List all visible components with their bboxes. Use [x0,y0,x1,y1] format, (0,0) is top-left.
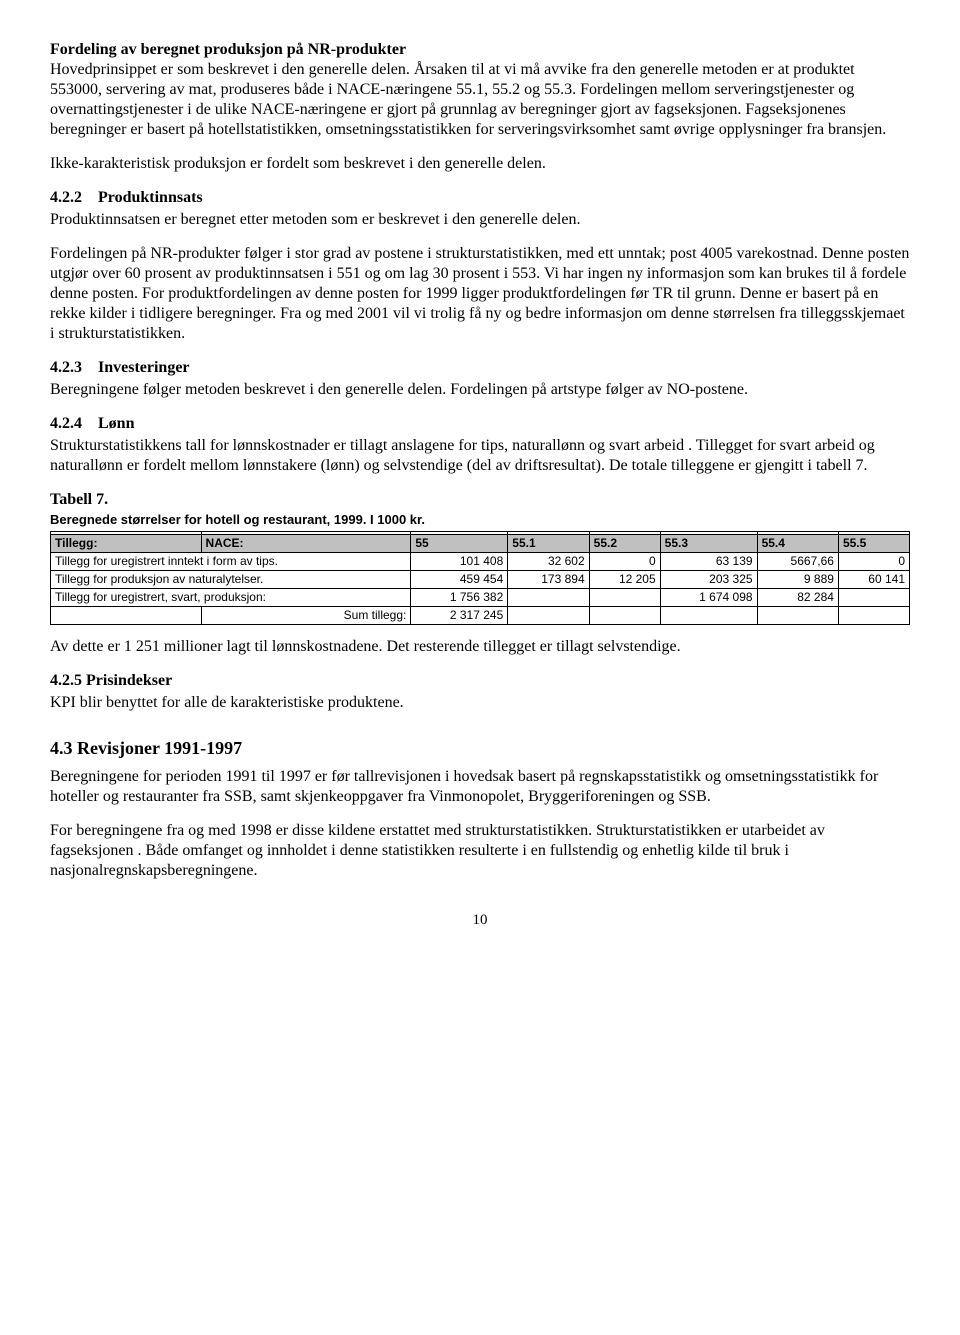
para-422-1: Produktinnsatsen er beregnet etter metod… [50,210,910,230]
heading-title-4-2-4: Lønn [98,415,134,432]
hdr-55: 55 [411,534,508,552]
sum-value: 2 317 245 [411,606,508,624]
para-424-1: Strukturstatistikkens tall for lønnskost… [50,436,910,476]
cell [508,588,589,606]
heading-title-4-2-2: Produktinnsats [98,189,203,206]
para-425-1: KPI blir benyttet for alle de karakteris… [50,693,910,713]
cell: 1 674 098 [660,588,757,606]
cell-empty [757,606,838,624]
hdr-55-3: 55.3 [660,534,757,552]
heading-num-4-2-2: 4.2.2 [50,189,82,206]
para-43-1: Beregningene for perioden 1991 til 1997 … [50,767,910,807]
cell: 5667,66 [757,552,838,570]
table-row: Tillegg for uregistrert inntekt i form a… [51,552,910,570]
cell: 82 284 [757,588,838,606]
row-label: Tillegg for produksjon av naturalytelser… [51,570,411,588]
cell-empty [589,606,660,624]
hdr-55-2: 55.2 [589,534,660,552]
cell: 63 139 [660,552,757,570]
cell-empty [51,606,202,624]
cell: 101 408 [411,552,508,570]
para-after-table: Av dette er 1 251 millioner lagt til løn… [50,637,910,657]
cell: 60 141 [838,570,909,588]
table-title: Beregnede størrelser for hotell og resta… [50,512,910,529]
cell: 0 [838,552,909,570]
table-header-row: Tillegg: NACE: 55 55.1 55.2 55.3 55.4 55… [51,534,910,552]
hdr-tillegg: Tillegg: [51,534,202,552]
table-row: Tillegg for produksjon av naturalytelser… [51,570,910,588]
cell: 9 889 [757,570,838,588]
heading-4-2-4: 4.2.4 Lønn [50,414,910,434]
hdr-55-1: 55.1 [508,534,589,552]
cell: 173 894 [508,570,589,588]
heading-4-2-3: 4.2.3 Investeringer [50,358,910,378]
para-43-2: For beregningene fra og med 1998 er diss… [50,821,910,881]
para-fordeling: Fordeling av beregnet produksjon på NR-p… [50,40,910,140]
tabell-7-label: Tabell 7. [50,490,910,510]
cell: 203 325 [660,570,757,588]
heading-4-2-5: 4.2.5 Prisindekser [50,671,910,691]
para-422-2: Fordelingen på NR-produkter følger i sto… [50,244,910,344]
heading-fordeling: Fordeling av beregnet produksjon på NR-p… [50,41,406,58]
row-label: Tillegg for uregistrert, svart, produksj… [51,588,411,606]
cell: 459 454 [411,570,508,588]
heading-title-4-2-3: Investeringer [98,359,190,376]
cell: 1 756 382 [411,588,508,606]
cell: 12 205 [589,570,660,588]
row-label: Tillegg for uregistrert inntekt i form a… [51,552,411,570]
heading-num-4-2-4: 4.2.4 [50,415,82,432]
hdr-55-5: 55.5 [838,534,909,552]
heading-num-4-2-3: 4.2.3 [50,359,82,376]
heading-4-3: 4.3 Revisjoner 1991-1997 [50,737,910,760]
page-number: 10 [50,911,910,930]
hdr-55-4: 55.4 [757,534,838,552]
heading-4-2-2: 4.2.2 Produktinnsats [50,188,910,208]
cell-empty [838,606,909,624]
cell-empty [508,606,589,624]
cell: 0 [589,552,660,570]
text-fordeling: Hovedprinsippet er som beskrevet i den g… [50,61,886,138]
table-tillegg: Tillegg: NACE: 55 55.1 55.2 55.3 55.4 55… [50,531,910,625]
table-row: Tillegg for uregistrert, svart, produksj… [51,588,910,606]
para-423-1: Beregningene følger metoden beskrevet i … [50,380,910,400]
cell [838,588,909,606]
cell [589,588,660,606]
hdr-nace: NACE: [201,534,411,552]
cell: 32 602 [508,552,589,570]
cell-empty [660,606,757,624]
table-sum-row: Sum tillegg: 2 317 245 [51,606,910,624]
sum-label: Sum tillegg: [201,606,411,624]
para-ikkekarakteristisk: Ikke-karakteristisk produksjon er fordel… [50,154,910,174]
